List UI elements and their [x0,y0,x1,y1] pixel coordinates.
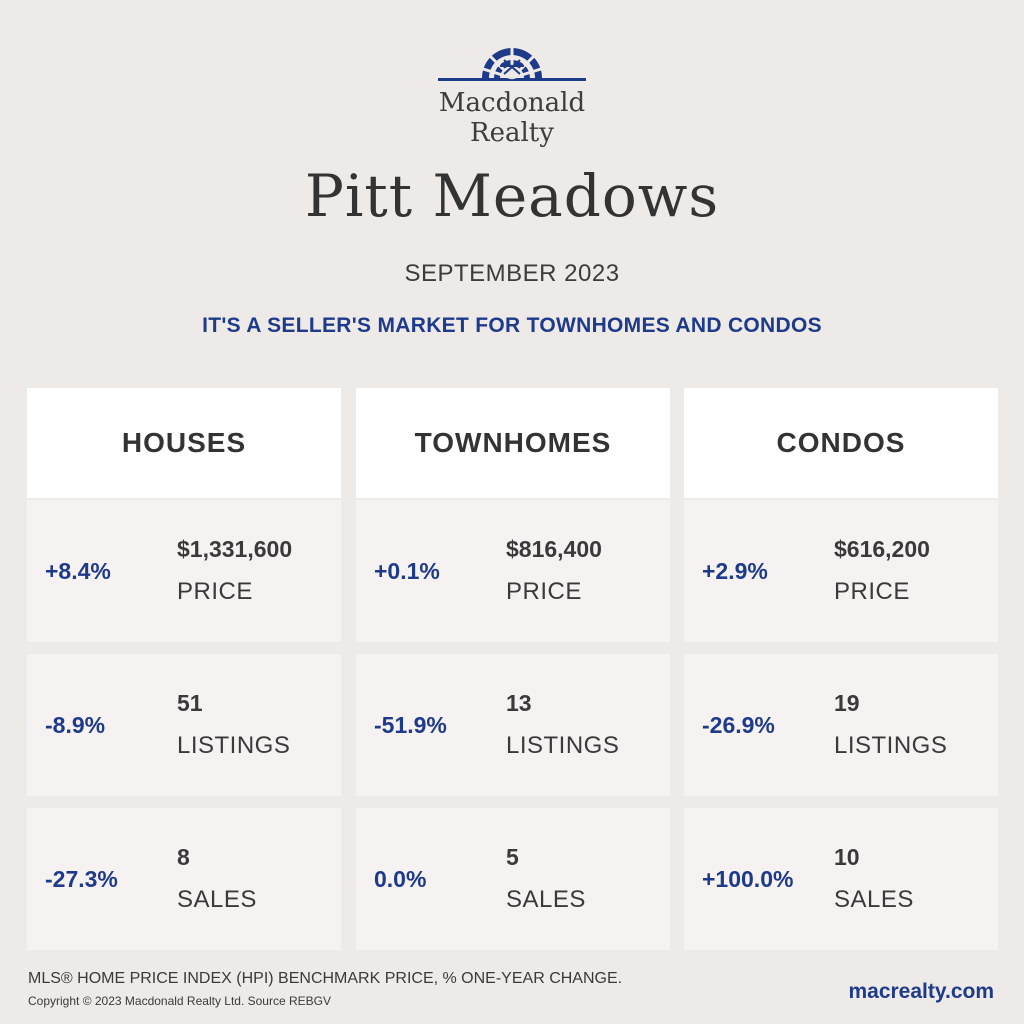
stat-cell-listings: -26.9% 19 LISTINGS [684,654,998,796]
stat-label: SALES [506,886,586,913]
report-month: SEPTEMBER 2023 [404,260,620,287]
stat-change: +0.1% [374,557,440,584]
stat-label: SALES [834,886,914,913]
column-header: CONDOS [684,388,998,498]
stat-cell-price: +0.1% $816,400 PRICE [356,500,670,642]
column-townhomes: TOWNHOMES +0.1% $816,400 PRICE -51.9% 13… [356,388,670,950]
stat-value: 19 [834,690,860,716]
stat-label: LISTINGS [506,732,620,759]
column-header: HOUSES [27,388,341,498]
stat-label: LISTINGS [177,732,291,759]
stat-value: 8 [177,844,190,870]
stat-label: PRICE [834,578,910,605]
stat-value: $616,200 [834,536,930,562]
stat-cell-listings: -8.9% 51 LISTINGS [27,654,341,796]
stat-change: -26.9% [702,711,775,738]
stat-change: +8.4% [45,557,111,584]
compass-logo-icon [438,46,586,81]
stat-cell-price: +2.9% $616,200 PRICE [684,500,998,642]
footer-copyright: Copyright © 2023 Macdonald Realty Ltd. S… [28,994,331,1008]
brand-name-line2: Realty [470,118,554,148]
column-houses: HOUSES +8.4% $1,331,600 PRICE -8.9% 51 L… [27,388,341,950]
footer-note: MLS® HOME PRICE INDEX (HPI) BENCHMARK PR… [28,970,623,987]
stat-cell-price: +8.4% $1,331,600 PRICE [27,500,341,642]
stat-value: $1,331,600 [177,536,293,562]
stat-value: 13 [506,690,532,716]
stat-cell-sales: -27.3% 8 SALES [27,808,341,950]
stat-cell-sales: 0.0% 5 SALES [356,808,670,950]
brand-name-line1: Macdonald [438,88,586,118]
stat-label: LISTINGS [834,732,948,759]
stat-cell-listings: -51.9% 13 LISTINGS [356,654,670,796]
stat-cell-sales: +100.0% 10 SALES [684,808,998,950]
stat-label: SALES [177,886,257,913]
stat-label: PRICE [177,578,253,605]
brand-logo: Macdonald Realty [432,36,592,156]
column-header: TOWNHOMES [356,388,670,498]
stat-change: +100.0% [702,865,794,892]
website-link[interactable]: macrealty.com [848,980,994,1003]
stat-value: 5 [506,844,519,870]
stat-change: -27.3% [45,865,118,892]
stat-label: PRICE [506,578,582,605]
stat-change: -51.9% [374,711,447,738]
market-tagline: IT'S A SELLER'S MARKET FOR TOWNHOMES AND… [202,314,822,337]
stat-change: 0.0% [374,865,427,892]
column-condos: CONDOS +2.9% $616,200 PRICE -26.9% 19 LI… [684,388,998,950]
stat-change: +2.9% [702,557,768,584]
city-title: Pitt Meadows [304,162,720,230]
stat-change: -8.9% [45,711,106,738]
stat-value: $816,400 [506,536,602,562]
stat-value: 51 [177,690,203,716]
stat-value: 10 [834,844,860,870]
